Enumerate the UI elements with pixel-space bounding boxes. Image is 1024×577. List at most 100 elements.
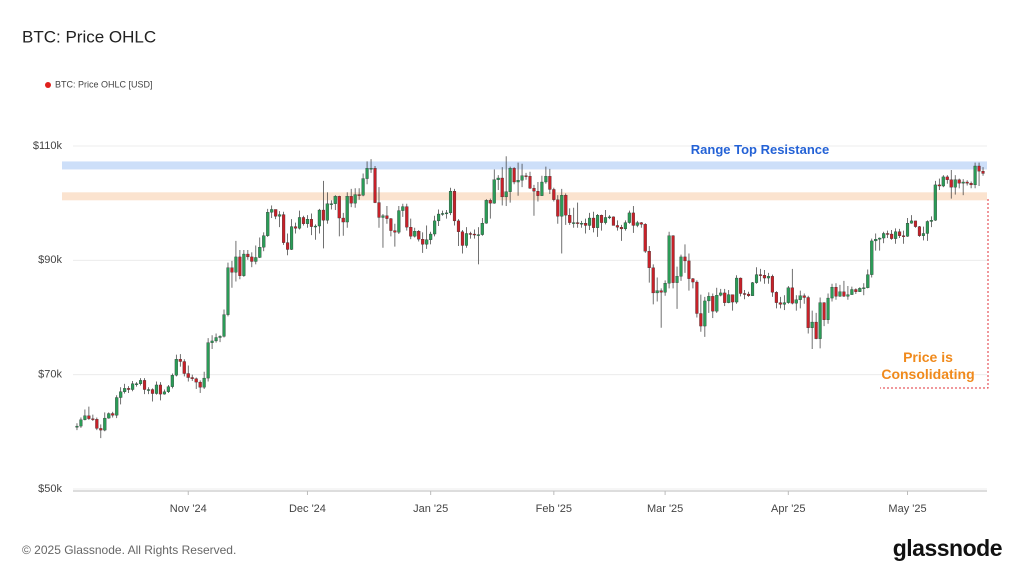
candle-body (222, 314, 226, 337)
candle-body (345, 196, 349, 223)
candle-body (266, 212, 270, 236)
candle-body (830, 287, 834, 299)
candle-body (842, 291, 846, 297)
candle-body (444, 212, 449, 215)
candle-body (425, 239, 429, 245)
candle-body (588, 217, 592, 226)
candle-body (556, 199, 560, 217)
candle-body (258, 247, 262, 258)
candle-body (246, 253, 250, 258)
candle-body (723, 292, 727, 303)
candle-body (437, 213, 441, 222)
candle-body (973, 165, 977, 186)
candle-body (361, 178, 365, 196)
candle-body (945, 176, 949, 180)
brand-logo: glassnode (893, 535, 1002, 561)
candle-body (898, 231, 902, 236)
candle-body (373, 168, 377, 203)
candle-body (333, 196, 337, 204)
candle-body (862, 287, 866, 289)
candle-body (397, 210, 401, 233)
candle-body (162, 391, 166, 395)
candle-body (329, 203, 333, 205)
candle-body (564, 195, 568, 216)
candle-body (504, 191, 508, 198)
candle-body (377, 202, 381, 218)
candle-body (568, 215, 572, 223)
candle-body (874, 239, 878, 242)
candle-body (667, 235, 671, 284)
candle-body (655, 290, 659, 294)
candle-body (834, 287, 838, 297)
candle-body (349, 196, 353, 204)
candle-body (782, 302, 786, 305)
candle-body (647, 251, 651, 268)
candle-body (584, 223, 588, 226)
candle-body (290, 226, 294, 250)
candle-body (615, 225, 619, 228)
candle-body (921, 233, 925, 236)
candle-body (818, 302, 822, 339)
candle-body (178, 359, 182, 362)
candle-body (909, 220, 914, 224)
candle-body (695, 281, 699, 314)
candle-body (961, 181, 965, 184)
candle-body (675, 276, 679, 283)
candle-body (802, 295, 806, 298)
candle-body (238, 256, 242, 276)
candle-body (754, 274, 759, 283)
candle-body (218, 336, 222, 338)
candle-body (274, 209, 278, 217)
candle-body (115, 397, 119, 416)
candle-body (687, 260, 691, 279)
candle-body (468, 233, 472, 235)
candle-body (230, 267, 234, 273)
x-tick-label: May '25 (888, 503, 926, 515)
candle-body (158, 384, 162, 395)
y-tick-label: $110k (33, 140, 63, 152)
candle-body (409, 227, 413, 237)
candle-body (135, 383, 139, 385)
candle-body (850, 289, 854, 295)
candle-body (142, 380, 147, 390)
candle-body (917, 226, 921, 236)
candle-body (607, 216, 612, 219)
candle-body (520, 175, 524, 181)
candle-body (679, 256, 683, 277)
candle-body (293, 226, 298, 229)
candle-body (659, 290, 663, 293)
candle-body (619, 227, 623, 230)
candle-body (480, 223, 484, 235)
candle-body (870, 240, 874, 275)
candle-body (627, 212, 631, 223)
candle-body (599, 215, 604, 223)
candle-body (913, 220, 918, 227)
candle-body (977, 165, 981, 172)
candle-body (476, 234, 480, 236)
candle-body (226, 267, 230, 315)
candle-body (580, 223, 584, 225)
candle-body (528, 176, 532, 189)
x-tick-label: Apr '25 (771, 503, 806, 515)
y-tick-label: $50k (38, 483, 62, 495)
candle-body (786, 287, 790, 303)
candle-body (202, 377, 206, 388)
candle-body (631, 212, 635, 226)
candle-body (186, 373, 190, 378)
candle-body (671, 235, 675, 283)
candle-body (301, 217, 306, 224)
band (62, 161, 987, 170)
candle-body (663, 283, 667, 293)
candle-body (103, 417, 107, 431)
candle-body (107, 413, 111, 419)
candle-body (552, 189, 556, 200)
candle-body (500, 177, 504, 198)
candle-body (365, 168, 369, 179)
candle-body (814, 321, 818, 339)
candle-body (949, 179, 953, 188)
candle-body (540, 181, 544, 196)
candle-body (766, 276, 770, 279)
candle-body (715, 295, 719, 312)
candle-body (146, 389, 151, 391)
candle-body (576, 222, 580, 224)
